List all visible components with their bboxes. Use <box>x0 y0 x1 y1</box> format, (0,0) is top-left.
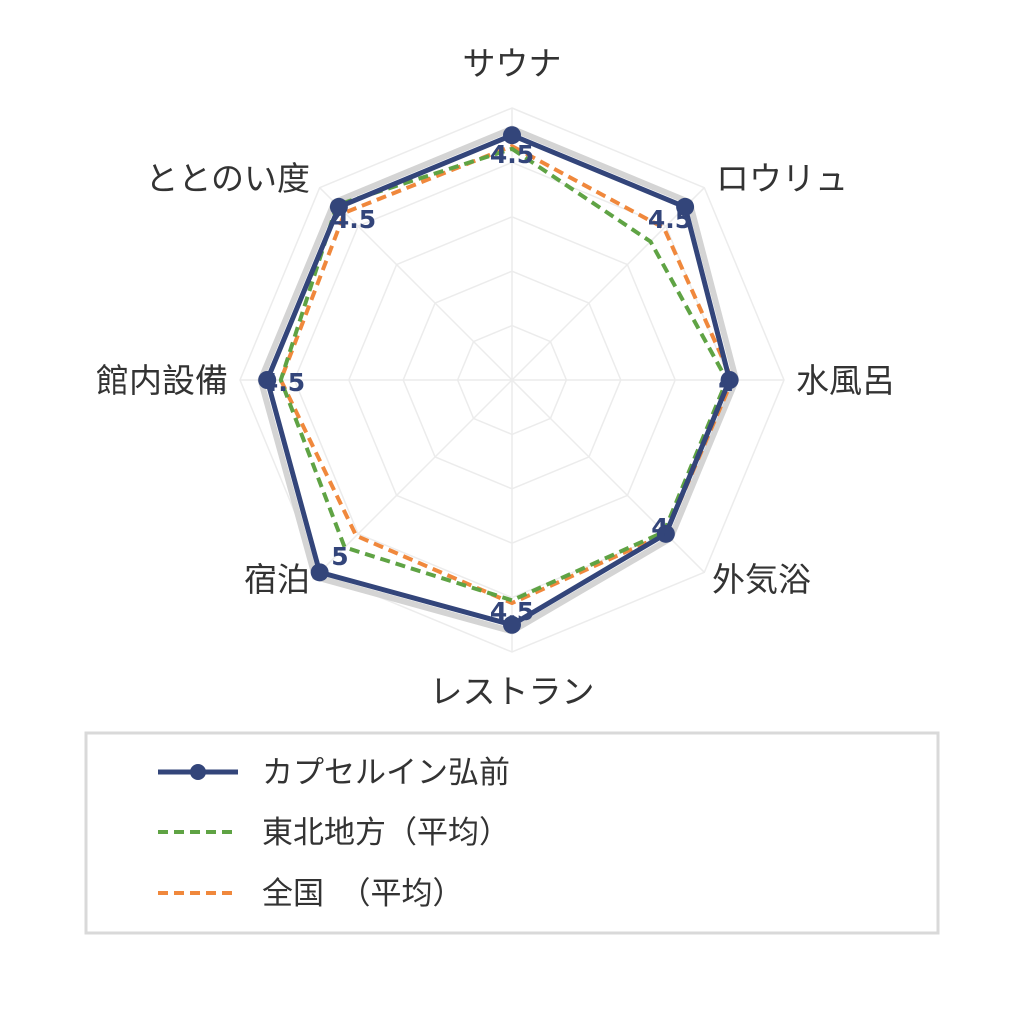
value-label-0: 4.5 <box>490 140 534 169</box>
legend-item-tohoku-average: 東北地方（平均） <box>158 815 510 851</box>
legend-item-national-average: 全国 （平均） <box>158 876 464 912</box>
legend-label-national: 全国 （平均） <box>262 876 464 912</box>
series-point-5 <box>310 563 329 582</box>
value-label-6: 4.5 <box>261 368 305 397</box>
axis-label-0: サウナ <box>463 44 562 83</box>
axis-label-2: 水風呂 <box>796 361 895 400</box>
series-point-7 <box>329 197 348 216</box>
value-label-2: 4 <box>718 368 735 397</box>
value-label-3: 4 <box>651 513 668 542</box>
series-point-6 <box>258 371 277 389</box>
value-label-7: 4.5 <box>332 205 376 234</box>
value-label-4: 4.5 <box>490 597 534 626</box>
axis-label-3: 外気浴 <box>712 560 811 599</box>
value-label-5: 5 <box>331 542 348 571</box>
axis-label-7: ととのい度 <box>145 159 310 198</box>
grid-spoke <box>511 187 705 381</box>
radar-labels: サウナ 4.5 ロウリュ 4.5 水風呂 4 外気浴 4 レストラン 4.5 宿泊 5 館内設備 4.5 と… <box>96 44 895 711</box>
axis-label-4: レストラン <box>430 672 595 711</box>
series-point-1 <box>676 197 695 216</box>
axis-label-1: ロウリュ <box>716 159 848 198</box>
grid-spoke <box>319 379 513 573</box>
legend-marker-capsule-inn <box>190 764 206 780</box>
axis-label-5: 宿泊 <box>244 560 310 599</box>
series-point-0 <box>503 126 521 145</box>
value-label-1: 4.5 <box>648 205 692 234</box>
series-point-4 <box>503 615 521 634</box>
radar-series <box>257 125 740 635</box>
series-point-3 <box>656 524 675 543</box>
series-point-2 <box>720 371 739 389</box>
legend-label-tohoku: 東北地方（平均） <box>262 815 510 851</box>
grid-spoke <box>319 187 513 381</box>
legend: カプセルイン弘前 東北地方（平均） 全国 （平均） <box>84 731 940 935</box>
legend-item-capsule-inn-hirosaki: カプセルイン弘前 <box>158 755 510 791</box>
series-line-2 <box>278 144 735 606</box>
legend-label-capsule-inn: カプセルイン弘前 <box>262 755 510 791</box>
axis-label-6: 館内設備 <box>96 361 228 400</box>
